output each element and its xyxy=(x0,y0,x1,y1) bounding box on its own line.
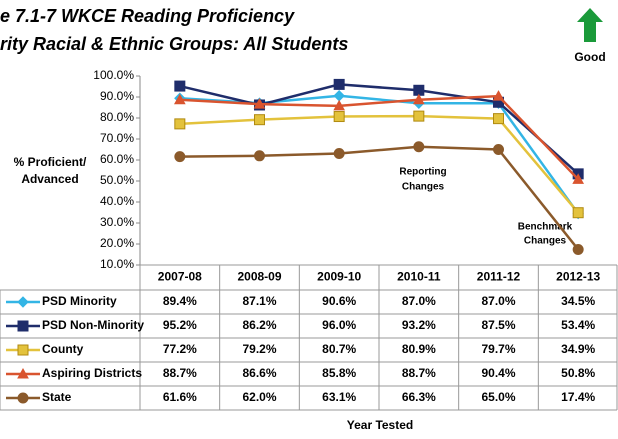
value-label: 90.4% xyxy=(481,366,515,380)
marker xyxy=(412,93,425,105)
value-label: 53.4% xyxy=(561,318,595,332)
y-axis-label: Advanced xyxy=(21,172,78,186)
legend-label: PSD Minority xyxy=(42,294,117,308)
series-line xyxy=(179,145,580,251)
y-tick-label: 60.0% xyxy=(100,152,134,166)
annotation: Changes xyxy=(402,182,445,193)
x-tick-label: 2011-12 xyxy=(477,270,521,284)
x-tick-label: 2012-13 xyxy=(556,270,600,284)
marker xyxy=(17,320,29,332)
marker xyxy=(572,207,584,219)
marker xyxy=(413,141,425,153)
value-label: 80.9% xyxy=(402,342,436,356)
value-label: 93.2% xyxy=(402,318,436,332)
x-tick-label: 2007-08 xyxy=(158,270,202,284)
marker xyxy=(572,173,585,184)
value-label: 77.2% xyxy=(163,342,197,356)
marker xyxy=(174,80,186,92)
marker xyxy=(17,344,29,356)
y-tick-label: 80.0% xyxy=(100,110,134,124)
marker xyxy=(492,90,505,101)
value-label: 80.7% xyxy=(322,342,356,356)
marker xyxy=(173,93,186,105)
marker xyxy=(572,243,584,255)
series-line xyxy=(179,94,580,181)
marker xyxy=(254,114,265,126)
y-tick-label: 50.0% xyxy=(100,173,134,187)
value-label: 79.2% xyxy=(242,342,276,356)
series-line xyxy=(179,114,580,214)
value-label: 62.0% xyxy=(242,390,276,404)
marker xyxy=(493,113,504,125)
marker xyxy=(493,144,504,155)
y-tick-label: 10.0% xyxy=(100,257,134,271)
marker xyxy=(253,98,266,109)
marker xyxy=(174,118,186,130)
legend-label: County xyxy=(42,342,84,356)
value-label: 50.8% xyxy=(561,366,595,380)
annotation: Changes xyxy=(524,236,567,247)
legend-label: PSD Non-Minority xyxy=(42,318,144,332)
series-line xyxy=(179,83,580,175)
value-label: 34.9% xyxy=(561,342,595,356)
value-label: 66.3% xyxy=(402,390,436,404)
annotation: Benchmark xyxy=(518,222,573,233)
value-label: 90.6% xyxy=(322,294,356,308)
value-label: 17.4% xyxy=(561,390,595,404)
value-label: 89.4% xyxy=(163,294,197,308)
marker xyxy=(333,90,345,102)
chart-title: rity Racial & Ethnic Groups: All Student… xyxy=(0,34,348,54)
value-label: 61.6% xyxy=(163,390,197,404)
value-label: 87.1% xyxy=(242,294,276,308)
value-label: 87.0% xyxy=(481,294,515,308)
y-tick-label: 40.0% xyxy=(100,194,134,208)
value-label: 88.7% xyxy=(402,366,436,380)
chart-title: e 7.1-7 WKCE Reading Proficiency xyxy=(0,6,295,26)
value-label: 88.7% xyxy=(163,366,197,380)
annotation: Reporting xyxy=(399,167,446,178)
value-label: 95.2% xyxy=(163,318,197,332)
legend-label: State xyxy=(42,390,72,404)
marker xyxy=(413,110,425,122)
x-tick-label: 2009-10 xyxy=(317,270,361,284)
marker xyxy=(333,147,345,159)
value-label: 79.7% xyxy=(481,342,515,356)
x-tick-label: 2010-11 xyxy=(397,270,441,284)
marker xyxy=(333,99,346,111)
series-line xyxy=(179,94,580,215)
marker xyxy=(254,150,265,162)
marker xyxy=(17,367,29,379)
value-label: 86.2% xyxy=(242,318,276,332)
marker xyxy=(333,78,345,90)
good-arrow xyxy=(577,8,603,42)
marker xyxy=(333,111,345,123)
value-label: 85.8% xyxy=(322,366,356,380)
value-label: 87.5% xyxy=(481,318,515,332)
y-tick-label: 100.0% xyxy=(93,68,134,82)
good-label: Good xyxy=(574,50,605,64)
marker xyxy=(17,392,29,404)
value-label: 34.5% xyxy=(561,294,595,308)
y-tick-label: 30.0% xyxy=(100,215,134,229)
legend-label: Aspiring Districts xyxy=(42,366,142,380)
y-tick-label: 90.0% xyxy=(100,89,134,103)
marker xyxy=(174,151,186,163)
value-label: 86.6% xyxy=(242,366,276,380)
value-label: 63.1% xyxy=(322,390,356,404)
y-tick-label: 20.0% xyxy=(100,236,134,250)
y-tick-label: 70.0% xyxy=(100,131,134,145)
value-label: 65.0% xyxy=(481,390,515,404)
value-label: 96.0% xyxy=(322,318,356,332)
y-axis-label: % Proficient/ xyxy=(14,155,87,169)
value-label: 87.0% xyxy=(402,294,436,308)
x-axis-label: Year Tested xyxy=(347,418,413,432)
marker xyxy=(17,296,29,308)
x-tick-label: 2008-09 xyxy=(237,270,281,284)
